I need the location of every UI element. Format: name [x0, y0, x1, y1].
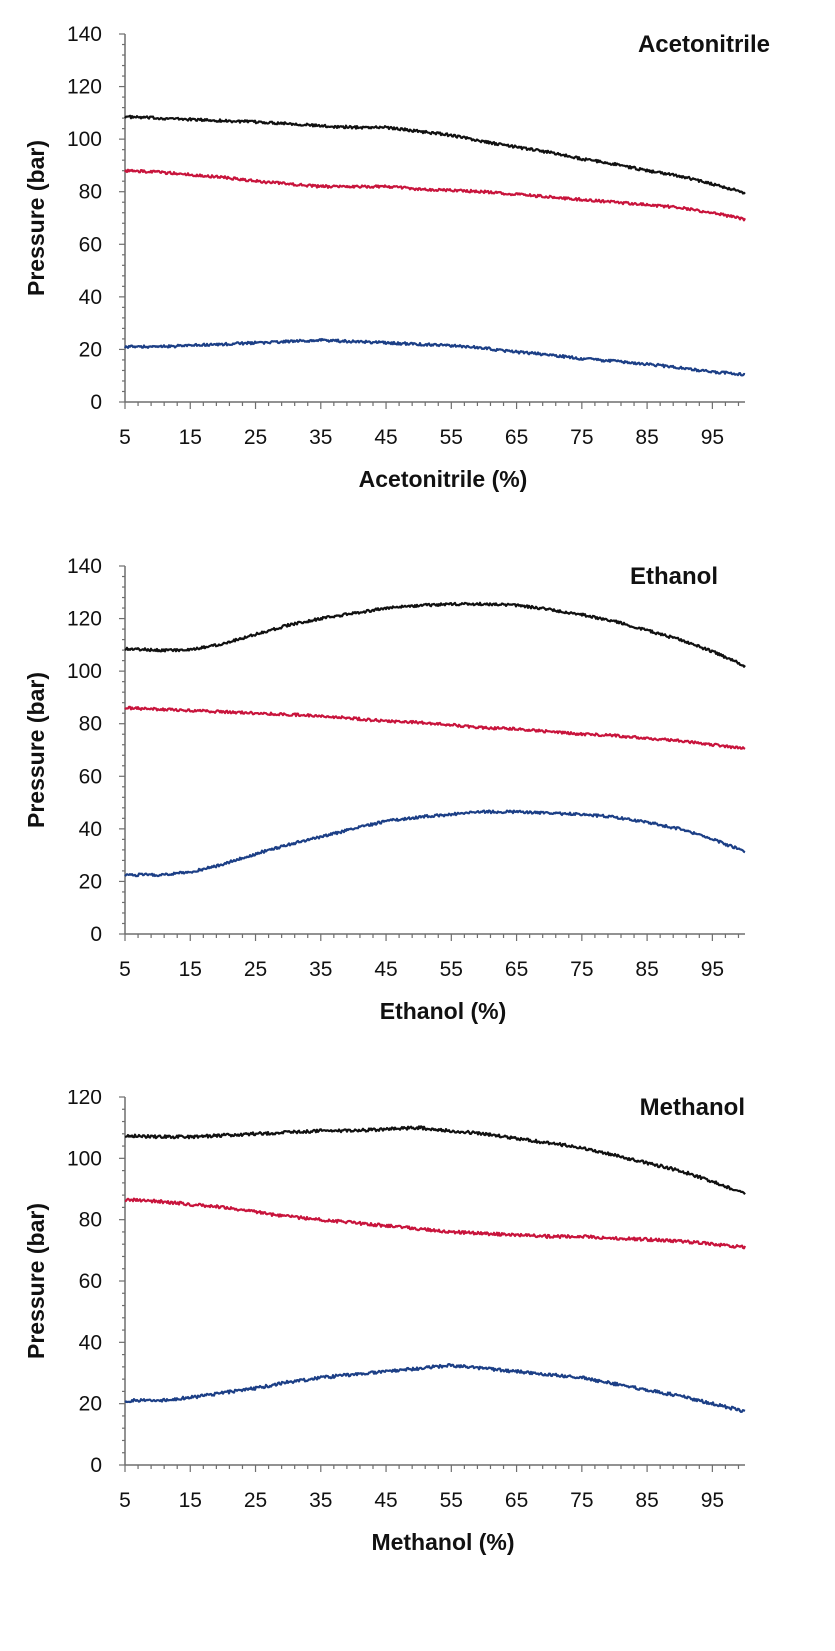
y-tick-label: 140 — [67, 23, 102, 46]
series-line-1 — [124, 1125, 746, 1195]
x-tick-label: 35 — [309, 1489, 332, 1512]
x-tick-label: 45 — [374, 426, 397, 449]
series-line-3 — [124, 809, 746, 878]
y-tick-label: 120 — [67, 76, 102, 99]
x-tick-label: 95 — [701, 426, 724, 449]
chart-methanol: 0 20 40 60 80 100 120 5 15 25 35 45 55 65 75 85 95 Methan… — [0, 1090, 835, 1651]
y-tick-label: 100 — [67, 128, 102, 151]
chart-svg: 0 20 40 60 80 100 120 5 15 25 35 45 55 65 75 85 95 Methan… — [23, 1090, 747, 1555]
x-tick-label: 45 — [374, 1489, 397, 1512]
series-line-3 — [124, 1363, 746, 1413]
x-tick-label: 55 — [440, 1489, 463, 1512]
x-tick-label: 65 — [505, 426, 528, 449]
x-tick-label: 15 — [179, 426, 202, 449]
x-tick-label: 35 — [309, 426, 332, 449]
x-tick-label: 35 — [309, 958, 332, 981]
x-axis-title: Methanol (%) — [371, 1529, 514, 1555]
x-tick-label: 15 — [179, 958, 202, 981]
y-tick-label: 0 — [90, 923, 102, 946]
y-tick-label: 80 — [79, 181, 102, 204]
y-tick-label: 20 — [79, 870, 102, 893]
y-tick-label: 120 — [67, 1090, 102, 1109]
x-tick-label: 65 — [505, 958, 528, 981]
chart-ethanol: 0 20 40 60 80 100 120 140 5 15 25 35 45 55 65 75 85 95 Eth… — [0, 545, 835, 1090]
series-line-1 — [124, 601, 746, 668]
y-axis-title: Pressure (bar) — [23, 672, 49, 828]
y-tick-label: 80 — [79, 1209, 102, 1232]
y-tick-label: 120 — [67, 608, 102, 631]
y-tick-label: 0 — [90, 391, 102, 414]
x-tick-label: 25 — [244, 1489, 267, 1512]
x-tick-label: 55 — [440, 958, 463, 981]
y-tick-label: 20 — [79, 1393, 102, 1416]
chart-svg: 0 20 40 60 80 100 120 140 5 15 25 35 45 55 65 75 85 95 Ace… — [23, 23, 770, 492]
series-line-2 — [124, 168, 746, 222]
series-line-2 — [124, 1197, 747, 1250]
x-tick-label: 5 — [119, 1489, 131, 1512]
x-tick-label: 85 — [635, 426, 658, 449]
y-axis-title: Pressure (bar) — [23, 1203, 49, 1359]
y-tick-label: 40 — [79, 286, 102, 309]
y-axis-title: Pressure (bar) — [23, 140, 49, 296]
x-tick-label: 5 — [119, 426, 131, 449]
y-tick-label: 60 — [79, 765, 102, 788]
x-tick-label: 65 — [505, 1489, 528, 1512]
x-tick-label: 25 — [244, 426, 267, 449]
y-tick-label: 60 — [79, 233, 102, 256]
y-tick-label: 40 — [79, 1331, 102, 1354]
y-tick-label: 40 — [79, 818, 102, 841]
x-tick-label: 5 — [119, 958, 131, 981]
y-tick-label: 100 — [67, 1147, 102, 1170]
x-tick-label: 85 — [635, 958, 658, 981]
x-tick-label: 15 — [179, 1489, 202, 1512]
chart-title: Methanol — [640, 1094, 745, 1121]
x-tick-label: 95 — [701, 958, 724, 981]
x-tick-label: 95 — [701, 1489, 724, 1512]
x-tick-label: 25 — [244, 958, 267, 981]
chart-svg: 0 20 40 60 80 100 120 140 5 15 25 35 45 55 65 75 85 95 Eth… — [23, 555, 746, 1024]
y-tick-label: 20 — [79, 338, 102, 361]
x-axis-title: Ethanol (%) — [380, 998, 507, 1024]
chart-title: Ethanol — [630, 563, 718, 590]
y-tick-label: 100 — [67, 660, 102, 683]
x-tick-label: 75 — [570, 1489, 593, 1512]
x-tick-label: 45 — [374, 958, 397, 981]
x-tick-label: 75 — [570, 958, 593, 981]
y-tick-label: 140 — [67, 555, 102, 578]
x-tick-label: 85 — [635, 1489, 658, 1512]
y-tick-label: 60 — [79, 1270, 102, 1293]
chart-acetonitrile: 0 20 40 60 80 100 120 140 5 15 25 35 45 55 65 75 85 95 Ace… — [0, 0, 835, 540]
x-tick-label: 75 — [570, 426, 593, 449]
chart-title: Acetonitrile — [638, 31, 770, 58]
x-tick-label: 55 — [440, 426, 463, 449]
x-axis-title: Acetonitrile (%) — [359, 466, 528, 492]
y-tick-label: 80 — [79, 713, 102, 736]
series-line-3 — [124, 337, 746, 377]
series-line-1 — [124, 114, 746, 195]
y-tick-label: 0 — [90, 1454, 102, 1477]
series-line-2 — [124, 705, 746, 750]
